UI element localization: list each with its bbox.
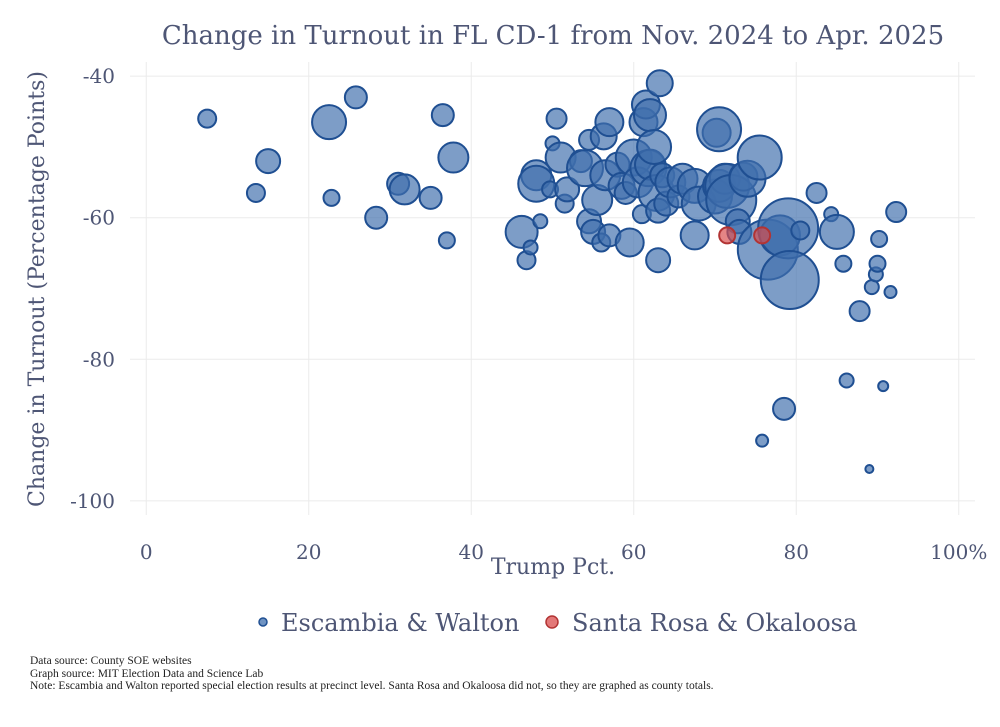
x-axis-label: Trump Pct. (491, 555, 615, 580)
scatter-point (834, 254, 853, 273)
series-escambia-walton (197, 69, 908, 474)
x-tick-label: 0 (140, 540, 153, 564)
scatter-point (870, 229, 889, 248)
scatter-point (532, 213, 549, 230)
scatter-point (864, 463, 875, 474)
y-axis-label: Change in Turnout (Percentage Points) (25, 71, 50, 507)
scatter-point (736, 134, 783, 181)
scatter-point (554, 176, 581, 203)
scatter-point (877, 380, 890, 393)
scatter-point (636, 128, 673, 165)
scatter-point (545, 107, 568, 130)
scatter-point (418, 185, 443, 210)
scatter-point (883, 285, 898, 300)
graph-source-note: Graph source: MIT Election Data and Scie… (30, 667, 264, 680)
x-tick-label: 80 (784, 540, 809, 564)
scatter-point (772, 396, 797, 421)
scatter-point (437, 231, 456, 250)
y-tick-label: -60 (83, 206, 115, 230)
legend-label: Escambia & Walton (281, 609, 519, 637)
data-points (197, 69, 908, 474)
scatter-point (255, 148, 282, 175)
axis-ticks: 0 20 40 60 80 100% -100 -80 -60 -40 (70, 64, 987, 564)
y-tick-label: -40 (83, 64, 115, 88)
data-source-note: Data source: County SOE websites (30, 655, 192, 667)
scatter-point (759, 250, 820, 311)
legend-marker (258, 617, 268, 627)
scatter-point (645, 247, 672, 274)
explanatory-note: Note: Escambia and Walton reported speci… (30, 680, 714, 692)
scatter-point (245, 182, 266, 203)
y-tick-label: -80 (83, 347, 115, 371)
scatter-point (322, 188, 341, 207)
scatter-point (388, 173, 421, 206)
scatter-point (753, 226, 772, 245)
scatter-point (364, 205, 389, 230)
scatter-point (696, 106, 743, 153)
y-tick-label: -100 (70, 489, 115, 513)
footer-notes: Data source: County SOE websites Graph s… (30, 655, 714, 693)
chart-title: Change in Turnout in FL CD-1 from Nov. 2… (162, 21, 944, 51)
x-tick-label: 20 (296, 540, 321, 564)
scatter-point (633, 98, 667, 133)
scatter-point (594, 107, 625, 138)
scatter-point (838, 372, 855, 389)
scatter-point (790, 220, 811, 241)
scatter-point (718, 226, 737, 245)
scatter-point (755, 433, 770, 448)
scatter-point (430, 103, 455, 128)
series-santa-rosa-okaloosa (718, 226, 772, 245)
scatter-point (885, 201, 908, 224)
x-tick-label: 40 (459, 540, 484, 564)
scatter-point (197, 108, 218, 129)
scatter-point (522, 239, 539, 256)
legend-marker (545, 615, 559, 629)
scatter-point (645, 69, 674, 98)
scatter-point (805, 181, 828, 204)
legend: Escambia & Walton Santa Rosa & Okaloosa (258, 609, 857, 637)
scatter-point (818, 213, 855, 250)
scatter-point (343, 85, 368, 110)
scatter-point (848, 300, 871, 323)
scatter-point (868, 254, 887, 273)
legend-label: Santa Rosa & Okaloosa (572, 609, 857, 637)
scatter-point (437, 141, 470, 174)
scatter-point (614, 227, 645, 258)
x-tick-label: 60 (621, 540, 646, 564)
scatter-point (679, 220, 710, 251)
x-tick-label: 100% (930, 540, 987, 564)
scatter-point (311, 104, 348, 141)
grid-layer (130, 62, 975, 515)
